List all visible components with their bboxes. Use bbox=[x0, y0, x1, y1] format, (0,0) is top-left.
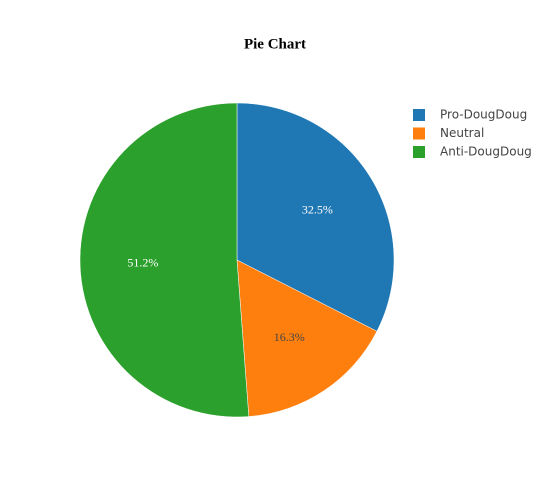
legend-label: Pro-DougDoug bbox=[440, 108, 527, 122]
legend-swatch bbox=[413, 109, 425, 121]
legend-label: Anti-DougDoug bbox=[440, 145, 532, 159]
chart-title: Pie Chart bbox=[244, 36, 306, 52]
pie-slice bbox=[236, 102, 395, 332]
slice-label: 16.3% bbox=[274, 330, 305, 344]
pie-slice bbox=[236, 259, 378, 417]
legend-swatch bbox=[413, 146, 425, 158]
pie-slice bbox=[79, 102, 250, 418]
legend-label: Neutral bbox=[440, 126, 484, 140]
slice-label: 51.2% bbox=[127, 255, 158, 269]
legend-swatch bbox=[413, 127, 425, 140]
slice-label: 32.5% bbox=[302, 203, 333, 217]
